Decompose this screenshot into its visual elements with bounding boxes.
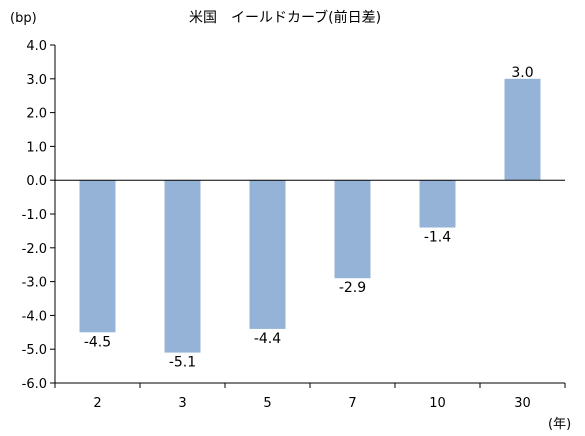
data-label: -4.5 <box>84 334 111 350</box>
bar <box>504 78 541 181</box>
x-tick-label: 3 <box>178 396 186 411</box>
x-tick-label: 10 <box>429 396 446 411</box>
y-tick-label: -1.0 <box>22 208 47 223</box>
x-tick-label: 2 <box>93 396 101 411</box>
y-tick-label: 0.0 <box>26 174 47 189</box>
bars <box>79 78 541 353</box>
y-tick-label: -2.0 <box>22 242 47 257</box>
data-label: 3.0 <box>511 65 533 81</box>
y-tick-label: -3.0 <box>22 276 47 291</box>
y-tick-label: 2.0 <box>26 107 47 122</box>
x-unit-label: (年) <box>548 417 571 432</box>
data-label: -4.4 <box>254 331 281 347</box>
y-tick-label: 1.0 <box>26 140 47 155</box>
x-tick-label: 7 <box>348 396 356 411</box>
data-label: -2.9 <box>339 280 366 296</box>
y-tick-label: -4.0 <box>22 309 47 324</box>
data-label: -1.4 <box>424 230 451 246</box>
y-unit-label: (bp) <box>10 11 37 26</box>
bar <box>419 180 456 228</box>
x-tick-label: 30 <box>514 396 531 411</box>
chart-title: 米国 イールドカーブ(前日差) <box>189 9 381 26</box>
x-tick-label: 5 <box>263 396 271 411</box>
y-axis: 4.0 3.0 2.0 1.0 0.0 -1.0 -2.0 -3.0 -4.0 -5.0 -6.0 <box>22 39 56 392</box>
bar <box>164 180 201 353</box>
y-tick-label: 4.0 <box>26 39 47 54</box>
y-tick-label: 3.0 <box>26 73 47 88</box>
data-labels: -4.5 -5.1 -4.4 -2.9 -1.4 3.0 <box>84 65 534 371</box>
y-tick-label: -6.0 <box>22 377 47 392</box>
bar <box>249 180 286 329</box>
data-label: -5.1 <box>169 355 196 371</box>
bar <box>334 180 371 279</box>
x-axis: 2 3 5 7 10 30 <box>54 179 566 411</box>
bar <box>79 180 116 333</box>
y-tick-label: -5.0 <box>22 343 47 358</box>
